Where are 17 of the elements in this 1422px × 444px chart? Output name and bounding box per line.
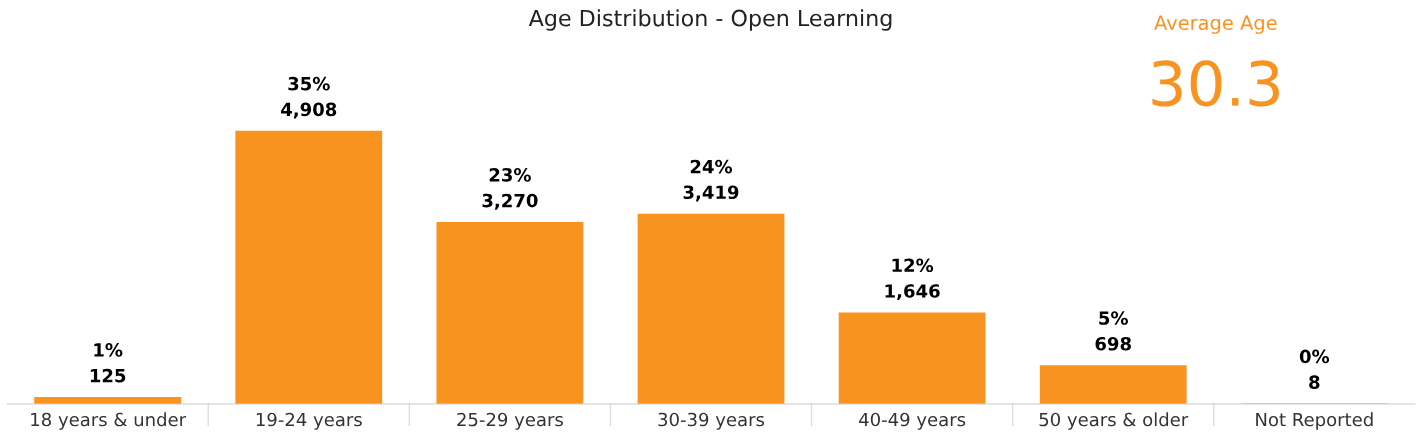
text: 30.3	[1152, 60, 1279, 107]
x-tick-label: 50 years & older	[1039, 412, 1189, 430]
x-tick-label: 18 years & under	[31, 412, 187, 430]
chart-title: Age Distribution - Open Learning	[528, 9, 892, 31]
x-tick-label: 40-49 years	[859, 412, 966, 430]
data-label: 24% 3,419	[683, 159, 739, 202]
data-label: 0% 8	[1299, 349, 1330, 389]
data-label: 1% 125	[90, 343, 126, 383]
data-label: 23% 3,270	[482, 168, 538, 210]
data-label: 12% 1,646	[885, 258, 940, 301]
x-tick-label: 30-39 years	[658, 412, 765, 430]
text: Average Age	[1154, 15, 1277, 34]
x-tick-label: 19-24 years	[256, 412, 362, 430]
x-tick-label: 25-29 years	[457, 412, 563, 430]
x-tick-label: Not Reported	[1256, 412, 1373, 430]
data-label: 5% 698	[1095, 311, 1131, 351]
data-label: 35% 4,908	[281, 76, 337, 119]
